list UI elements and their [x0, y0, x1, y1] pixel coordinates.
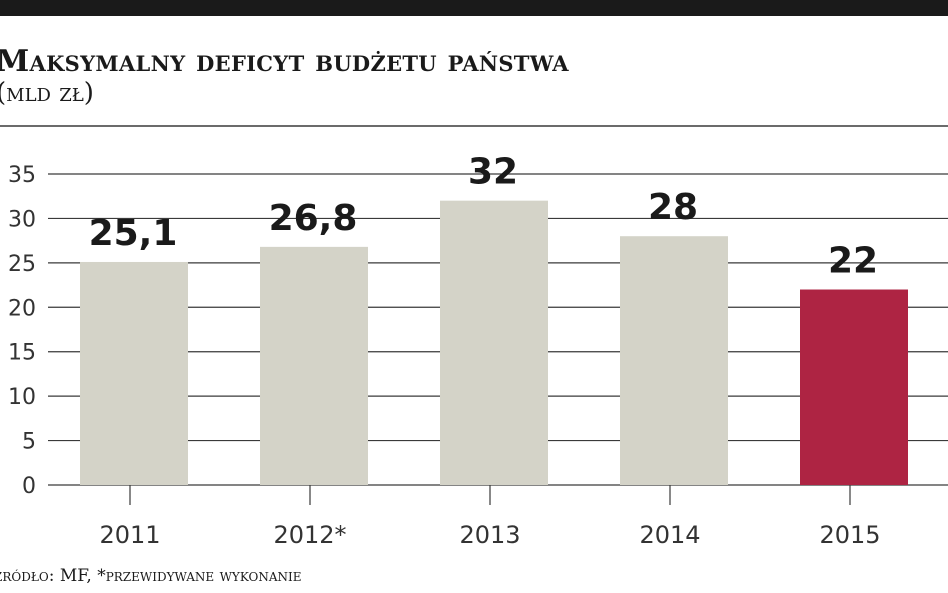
bar	[80, 261, 188, 485]
y-tick-label: 5	[22, 430, 36, 455]
bar-layer	[80, 200, 908, 485]
y-tick-label: 20	[8, 296, 36, 321]
chart-subtitle: (mld zł)	[0, 78, 94, 108]
y-tick-label: 10	[8, 385, 36, 410]
bar	[260, 246, 368, 485]
x-tick-label: 2012*	[273, 521, 346, 549]
x-tick-label: 2011	[99, 521, 160, 549]
chart-title: Maksymalny deficyt budżetu państwa	[0, 44, 569, 79]
data-label: 28	[648, 187, 698, 228]
data-label: 26,8	[269, 198, 358, 239]
bar	[620, 236, 728, 485]
y-tick-label: 15	[8, 341, 36, 366]
y-tick-label: 35	[8, 163, 36, 188]
axis-layer: 0 5 10 15 20 25 30 35 2011 2012* 2013 2014 2015	[8, 163, 881, 549]
x-tick-label: 2013	[459, 521, 520, 549]
x-tick-label: 2015	[819, 521, 880, 549]
data-label: 22	[828, 241, 878, 282]
bar	[800, 289, 908, 485]
top-rule	[0, 0, 948, 16]
y-tick-label: 30	[8, 207, 36, 232]
data-label: 32	[468, 152, 518, 193]
x-tick-label: 2014	[639, 521, 700, 549]
label-layer: 25,1 26,8 32 28 22	[89, 152, 878, 282]
y-tick-label: 0	[22, 474, 36, 499]
source-note: źródło: MF, *przewidywane wykonanie	[0, 566, 302, 586]
y-tick-label: 25	[8, 252, 36, 277]
data-label: 25,1	[89, 213, 178, 254]
bar	[440, 200, 548, 485]
